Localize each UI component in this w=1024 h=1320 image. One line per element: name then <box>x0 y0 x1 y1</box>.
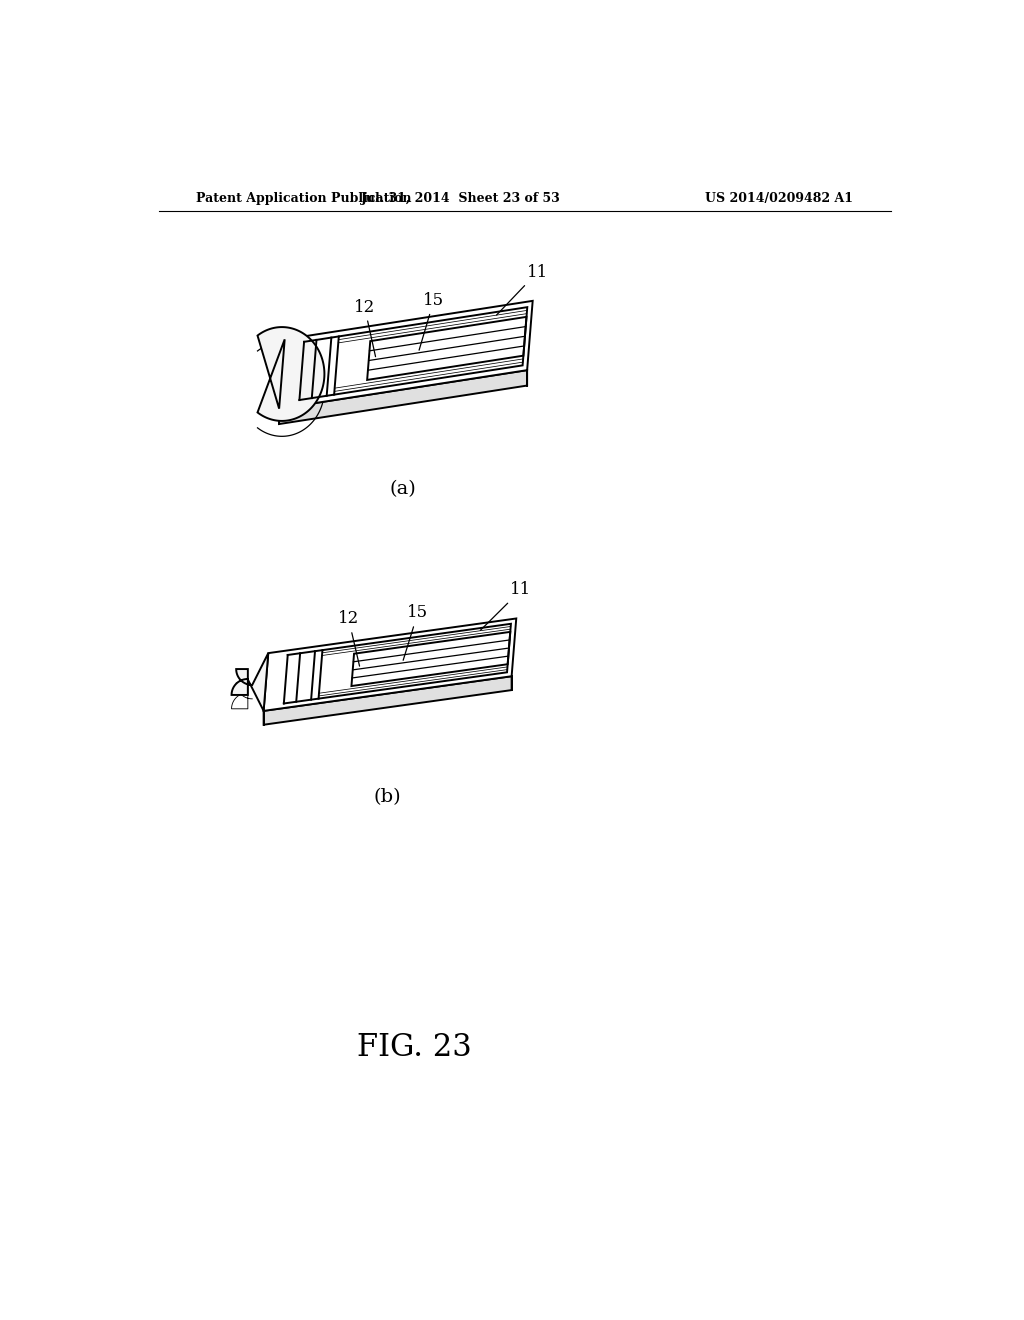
Text: 11: 11 <box>480 582 531 631</box>
Text: (b): (b) <box>374 788 401 807</box>
Text: 12: 12 <box>354 298 376 356</box>
Polygon shape <box>231 653 268 711</box>
Polygon shape <box>263 619 516 711</box>
Text: 15: 15 <box>403 605 428 660</box>
Text: Jul. 31, 2014  Sheet 23 of 53: Jul. 31, 2014 Sheet 23 of 53 <box>361 191 561 205</box>
Text: 15: 15 <box>419 292 444 350</box>
Text: 11: 11 <box>497 264 548 315</box>
Polygon shape <box>257 327 325 421</box>
Polygon shape <box>280 370 527 424</box>
Text: (a): (a) <box>390 480 417 499</box>
Text: FIG. 23: FIG. 23 <box>357 1032 472 1063</box>
Text: Patent Application Publication: Patent Application Publication <box>197 191 412 205</box>
Text: 12: 12 <box>338 610 359 667</box>
Polygon shape <box>280 301 532 409</box>
Polygon shape <box>263 676 512 725</box>
Text: US 2014/0209482 A1: US 2014/0209482 A1 <box>706 191 853 205</box>
